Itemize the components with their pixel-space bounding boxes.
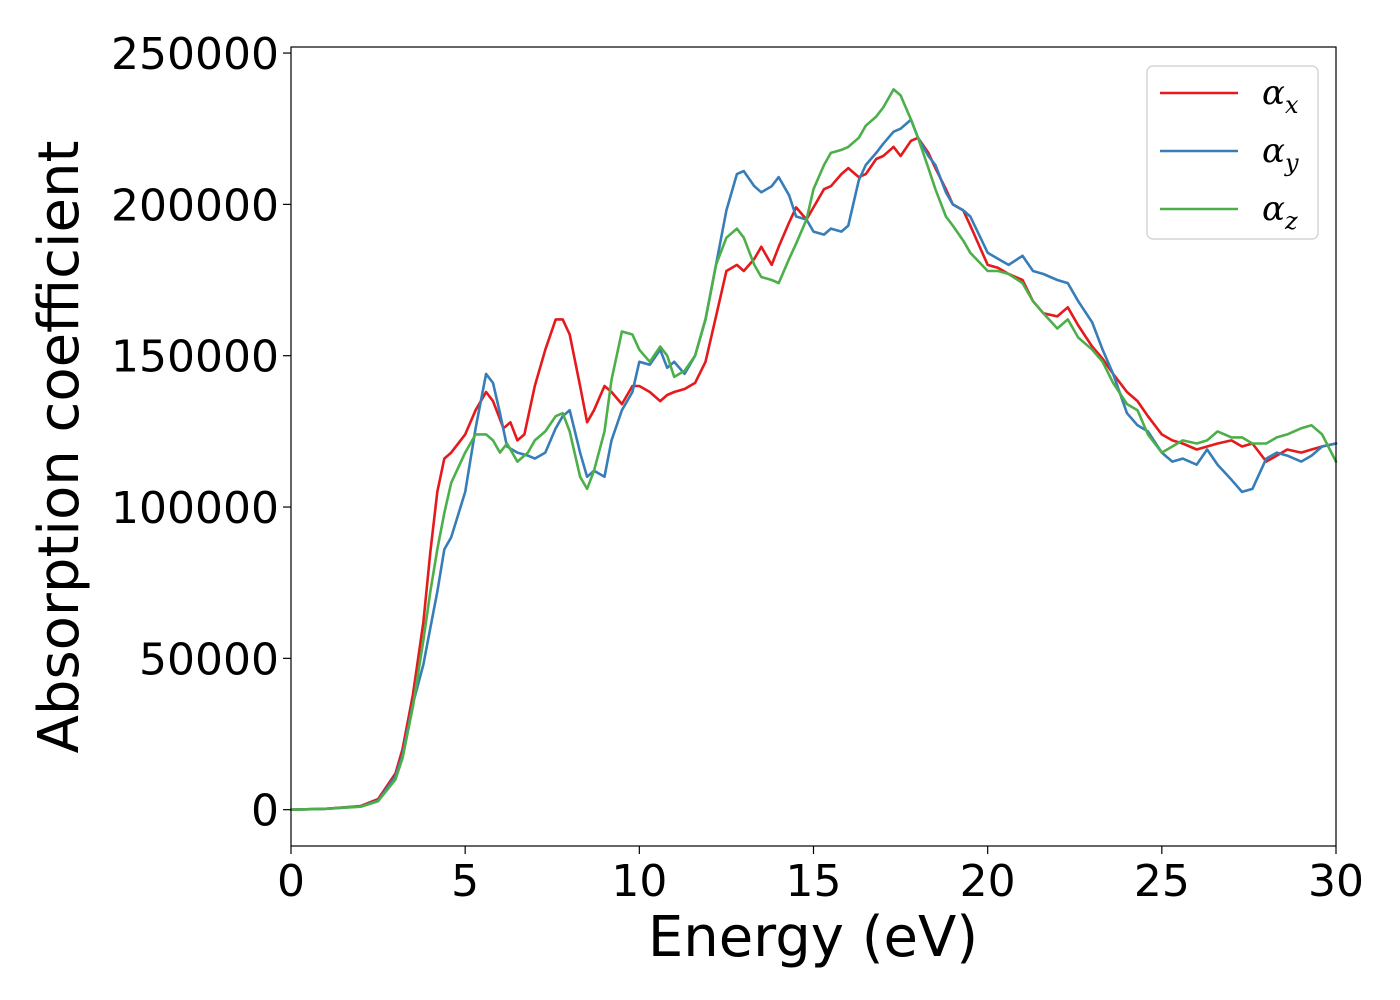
x-tick-label: 25 bbox=[1134, 856, 1190, 907]
y-tick-label: 150000 bbox=[111, 332, 279, 383]
y-tick-label: 50000 bbox=[139, 634, 279, 685]
series-layer bbox=[289, 88, 1338, 811]
x-tick-label: 10 bbox=[611, 856, 667, 907]
y-tick-label: 0 bbox=[251, 786, 279, 837]
y-tick-label: 100000 bbox=[111, 483, 279, 534]
y-tick-label: 200000 bbox=[111, 180, 279, 231]
x-tick-label: 15 bbox=[786, 856, 842, 907]
x-tick-label: 5 bbox=[451, 856, 479, 907]
x-tick-label: 0 bbox=[277, 856, 305, 907]
y-axis-title: Absorption coefficient bbox=[27, 141, 92, 754]
x-tick-label: 30 bbox=[1308, 856, 1364, 907]
ticks-layer: 0 5 10 15 20 25 30 0 50000 100000 150000 200000 2500… bbox=[111, 29, 1364, 907]
series-line-z bbox=[289, 88, 1338, 811]
legend-box bbox=[1146, 65, 1319, 240]
x-axis-title: Energy (eV) bbox=[648, 905, 978, 970]
x-tick-label: 20 bbox=[960, 856, 1016, 907]
y-tick-label: 250000 bbox=[111, 29, 279, 80]
